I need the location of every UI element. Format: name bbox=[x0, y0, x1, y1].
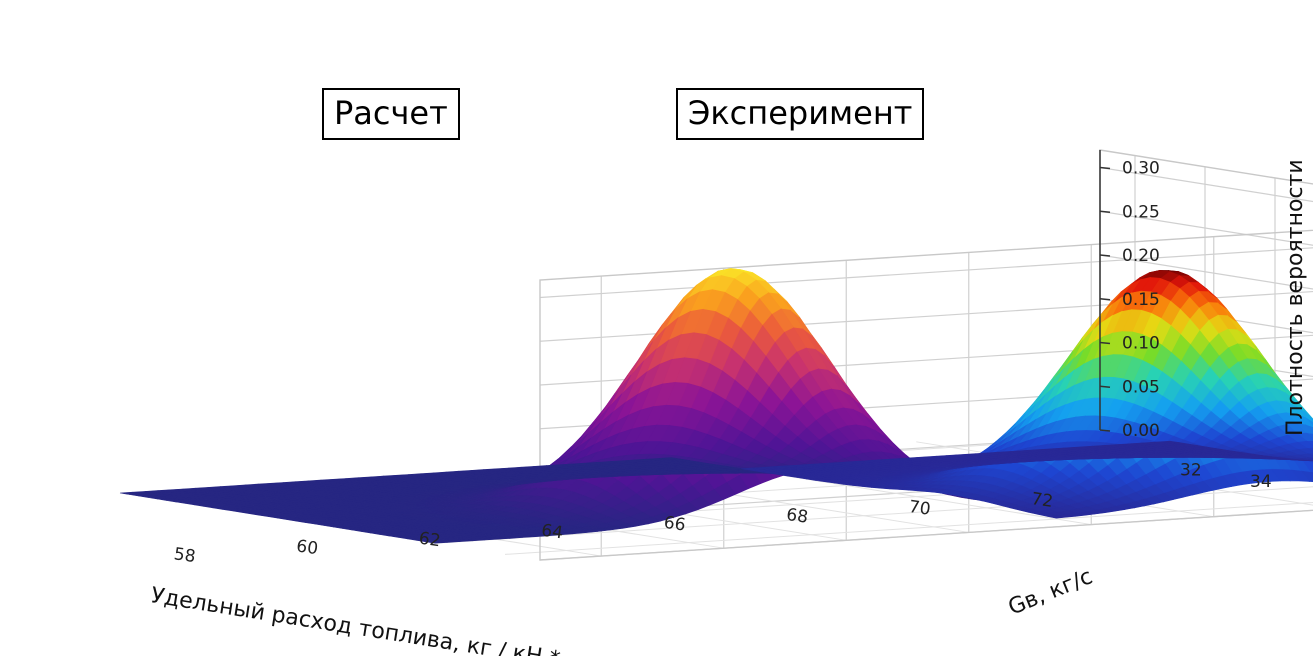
grid-line-z-side bbox=[1099, 254, 1313, 290]
z-tick-mark bbox=[1099, 385, 1111, 388]
annotation-calc: Расчет bbox=[322, 88, 460, 140]
y-tick-label: 32 bbox=[1180, 461, 1202, 481]
z-tick-mark bbox=[1099, 254, 1111, 257]
z-tick-label: 0.25 bbox=[1122, 202, 1160, 222]
grid-line-z-side bbox=[1099, 210, 1313, 246]
y-tick-label: 34 bbox=[1250, 472, 1272, 492]
z-axis-title: Плотность вероятности bbox=[1283, 159, 1308, 436]
floor-grid-y bbox=[504, 501, 1313, 555]
z-tick-mark bbox=[1099, 429, 1111, 432]
surface-patch-calc bbox=[119, 491, 142, 495]
z-tick-mark bbox=[1099, 166, 1111, 170]
annotation-experiment: Эксперимент bbox=[676, 88, 925, 140]
z-tick-mark bbox=[1099, 298, 1111, 301]
x-tick-label: 72 bbox=[1030, 489, 1054, 512]
x-tick-label: 70 bbox=[908, 497, 932, 520]
x-tick-label: 66 bbox=[663, 513, 687, 536]
surface-patch-experiment bbox=[741, 467, 761, 471]
x-axis-title: Удельный расход топлива, кг / кН * ч bbox=[149, 583, 582, 656]
x-tick-label: 68 bbox=[785, 505, 809, 528]
z-tick-label: 0.30 bbox=[1122, 159, 1160, 179]
z-tick-label: 0.10 bbox=[1122, 334, 1160, 354]
x-tick-label: 58 bbox=[173, 544, 197, 567]
z-tick-label: 0.05 bbox=[1122, 377, 1160, 397]
y-axis-title: Gв, кг/с bbox=[1005, 564, 1096, 620]
floor-grid-y bbox=[434, 486, 1313, 544]
z-tick-label: 0.15 bbox=[1122, 290, 1160, 310]
x-tick-label: 62 bbox=[418, 528, 442, 551]
z-tick-mark bbox=[1099, 210, 1111, 213]
z-tick-label: 0.00 bbox=[1122, 421, 1160, 441]
z-tick-label: 0.20 bbox=[1122, 246, 1160, 266]
z-tick-mark bbox=[1099, 341, 1111, 345]
back-pane-frame bbox=[539, 229, 1313, 561]
x-tick-label: 64 bbox=[540, 521, 564, 544]
x-tick-label: 60 bbox=[295, 536, 319, 559]
grid-line-z-side bbox=[1099, 166, 1313, 203]
